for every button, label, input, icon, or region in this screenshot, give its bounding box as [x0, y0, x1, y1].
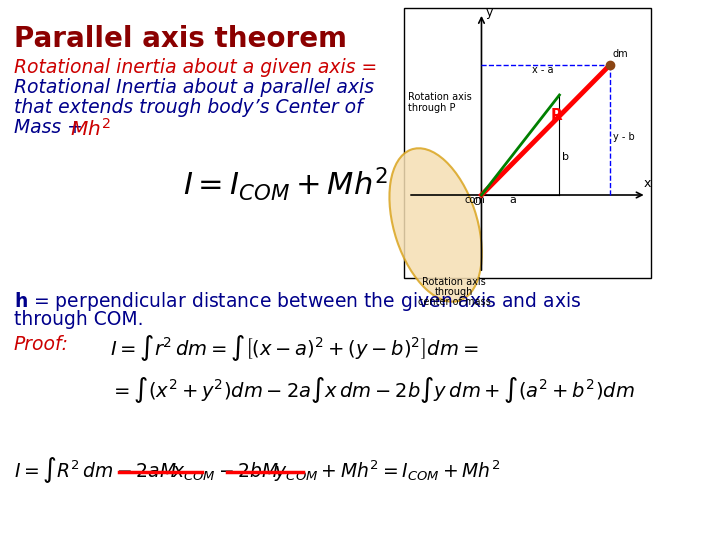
- Text: O: O: [472, 197, 481, 207]
- Text: Rotational Inertia about a parallel axis: Rotational Inertia about a parallel axis: [14, 78, 374, 97]
- Text: Proof:: Proof:: [14, 335, 68, 354]
- Text: Parallel axis theorem: Parallel axis theorem: [14, 25, 347, 53]
- Text: Rotation axis: Rotation axis: [422, 277, 486, 287]
- Text: Mass +: Mass +: [14, 118, 89, 137]
- Text: dm: dm: [613, 49, 629, 59]
- Text: a: a: [509, 195, 516, 205]
- Text: $I = I_{COM} + Mh^2$: $I = I_{COM} + Mh^2$: [184, 165, 389, 202]
- Text: R: R: [550, 108, 562, 123]
- Text: $Mh^2$: $Mh^2$: [70, 118, 111, 140]
- Text: $I = \int r^2\, dm = \int \left[(x-a)^2 + (y-b)^2\right]dm =$: $I = \int r^2\, dm = \int \left[(x-a)^2 …: [110, 333, 479, 363]
- Text: y - b: y - b: [613, 132, 634, 142]
- Text: through P: through P: [408, 103, 456, 113]
- Text: Rotational inertia about a given axis =: Rotational inertia about a given axis =: [14, 58, 377, 77]
- FancyBboxPatch shape: [403, 8, 651, 278]
- Text: center of mass: center of mass: [418, 297, 490, 307]
- Text: through COM.: through COM.: [14, 310, 143, 329]
- Text: com: com: [465, 195, 486, 205]
- Text: $= \int (x^2 + y^2)dm - 2a\int x\, dm - 2b\int y\, dm + \int(a^2+b^2)dm$: $= \int (x^2 + y^2)dm - 2a\int x\, dm - …: [110, 375, 635, 405]
- Ellipse shape: [390, 148, 482, 302]
- Text: Rotation axis: Rotation axis: [408, 92, 472, 102]
- Text: y: y: [485, 6, 492, 19]
- Text: through: through: [435, 287, 473, 297]
- Text: b: b: [562, 152, 570, 162]
- Text: x - a: x - a: [532, 65, 554, 75]
- Text: $\mathbf{h}$ = perpendicular distance between the given axis and axis: $\mathbf{h}$ = perpendicular distance be…: [14, 290, 581, 313]
- Text: $I = \int R^2\, dm - 2aM\!x_{COM} - 2bM\!y_{COM} + Mh^2 = I_{COM} + Mh^2$: $I = \int R^2\, dm - 2aM\!x_{COM} - 2bM\…: [14, 455, 500, 485]
- Text: that extends trough body’s Center of: that extends trough body’s Center of: [14, 98, 362, 117]
- Text: x: x: [644, 177, 651, 190]
